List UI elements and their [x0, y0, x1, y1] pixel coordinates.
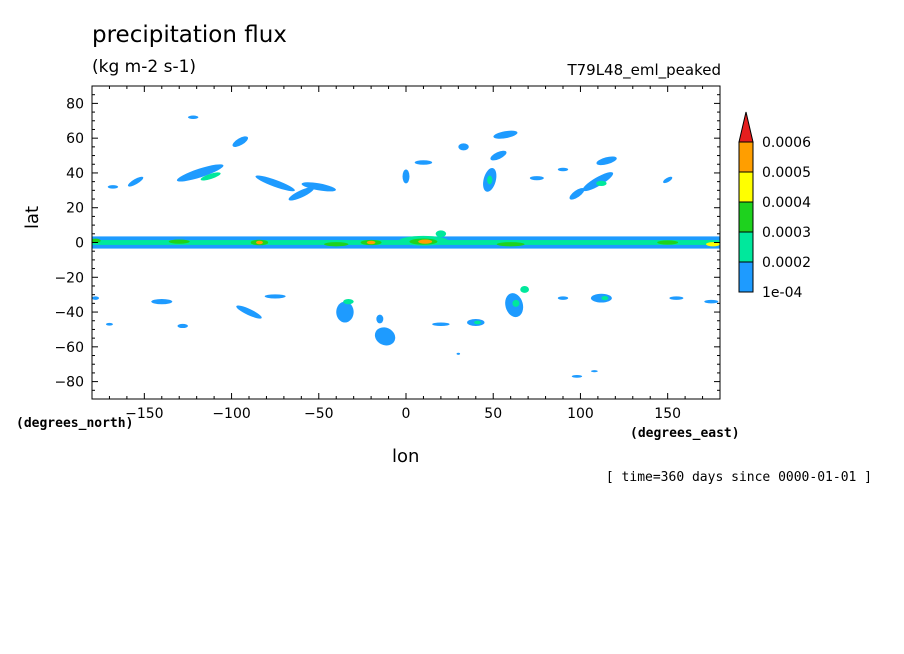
y-tick-label: −60: [54, 340, 84, 356]
precip-cell-38: [557, 167, 569, 172]
colorbar-label: 0.0004: [762, 195, 811, 211]
x-axis-label: lon: [392, 446, 420, 467]
precip-cell-60: [571, 375, 583, 378]
colorbar-segment: [738, 231, 754, 263]
colorbar-extend-arrow: [738, 111, 754, 143]
precip-cell-55: [557, 296, 569, 300]
precip-cell-62: [456, 352, 461, 355]
y-tick-label: −40: [54, 305, 84, 321]
precip-cell-27: [458, 143, 469, 151]
colorbar-label: 0.0005: [762, 165, 811, 181]
precip-cell-61: [590, 370, 598, 373]
precip-cell-12: [657, 240, 679, 245]
y-tick-label: −20: [54, 270, 84, 286]
plot-units: (kg m-2 s-1): [92, 57, 197, 77]
precip-cell-20: [301, 182, 336, 192]
axis-ticks: −150 −100 −50 0 50 100 150 80 60 40 20 0 −20 −40 −60 −8…: [54, 85, 721, 422]
y-tick-label: 20: [66, 201, 84, 217]
precip-cell-31: [490, 150, 507, 161]
precip-cell-33: [596, 180, 607, 186]
precip-cell-5: [435, 230, 447, 238]
x-tick-label: 150: [654, 406, 681, 422]
precip-cell-45: [343, 299, 354, 305]
precip-cell-18: [232, 136, 249, 147]
precip-contours: [92, 115, 720, 378]
x-tick-label: 50: [484, 406, 502, 422]
precip-cell-7: [366, 240, 376, 245]
precip-cell-49: [474, 320, 482, 325]
colorbar-segment: [738, 171, 754, 203]
colorbar-label: 1e-04: [762, 285, 802, 301]
x-tick-label: 100: [567, 406, 594, 422]
precip-cell-52: [520, 285, 529, 293]
time-stamp: [ time=360 days since 0000-01-01 ]: [605, 470, 872, 485]
colorbar-segment: [738, 201, 754, 233]
colorbar-label: 0.0006: [762, 135, 811, 151]
colorbar-segment: [738, 141, 754, 173]
precip-cell-41: [264, 294, 286, 299]
precip-cell-13: [168, 239, 190, 244]
precip-cell-17: [200, 172, 221, 181]
precip-cell-21: [288, 187, 315, 201]
colorbar-segment: [738, 261, 754, 293]
precip-cell-40: [236, 305, 262, 319]
x-axis-units: (degrees_east): [630, 426, 740, 441]
run-label: T79L48_eml_peaked: [567, 61, 721, 79]
precip-cell-9: [255, 240, 263, 245]
colorbar: 1e-04 0.0002 0.0003 0.0004 0.0005 0.0006: [738, 111, 811, 301]
precip-cell-35: [569, 188, 585, 200]
y-tick-label: −80: [54, 375, 84, 391]
plot-title: precipitation flux: [92, 22, 287, 48]
x-tick-label: −100: [212, 406, 250, 422]
precip-cell-24: [187, 115, 199, 120]
precip-cell-37: [663, 176, 673, 184]
precip-cell-34: [596, 156, 617, 166]
x-tick-label: −150: [125, 406, 163, 422]
precip-cell-51: [512, 299, 520, 307]
x-tick-label: 0: [402, 406, 411, 422]
precip-cell-29: [487, 175, 493, 185]
precip-cell-23: [107, 185, 119, 189]
precip-cell-57: [704, 299, 719, 304]
precip-cell-47: [376, 314, 384, 324]
x-tick-label: −50: [304, 406, 334, 422]
precip-cell-44: [336, 301, 354, 323]
precip-cell-46: [374, 327, 396, 346]
precip-cell-15: [92, 238, 101, 243]
precip-cell-42: [177, 323, 188, 329]
precip-cell-56: [669, 296, 684, 300]
precip-cell-54: [601, 296, 609, 301]
y-tick-label: 60: [66, 131, 84, 147]
precip-cell-19: [255, 175, 295, 192]
y-tick-label: 0: [75, 236, 84, 252]
precip-cell-30: [493, 130, 518, 139]
colorbar-label: 0.0002: [762, 255, 811, 271]
precip-cell-11: [496, 242, 525, 247]
precip-cell-26: [414, 160, 433, 165]
y-tick-label: 40: [66, 166, 84, 182]
precip-cell-58: [92, 296, 99, 300]
precip-cell-39: [151, 299, 173, 305]
precip-cell-4: [418, 239, 433, 244]
y-axis-units: (degrees_north): [16, 416, 134, 431]
precip-cell-14: [706, 242, 720, 247]
precip-cell-22: [127, 176, 144, 187]
precip-cell-36: [529, 176, 544, 181]
y-tick-label: 80: [66, 96, 84, 112]
precip-cell-43: [105, 322, 113, 326]
precip-cell-59: [432, 322, 450, 326]
precip-cell-10: [324, 242, 349, 247]
precip-cell-25: [402, 169, 410, 184]
colorbar-label: 0.0003: [762, 225, 811, 241]
precip-cell-16: [176, 164, 224, 182]
